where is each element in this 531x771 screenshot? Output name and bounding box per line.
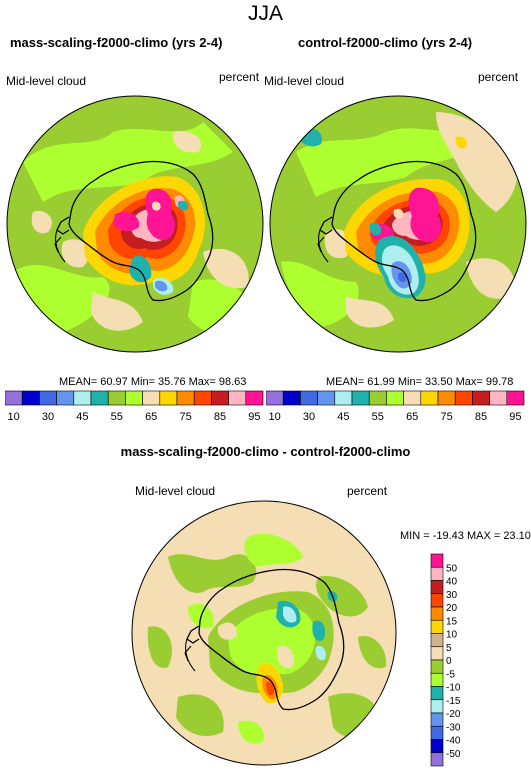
colorbar-tick-label: 45: [337, 411, 349, 423]
colorbar-swatch: [430, 686, 444, 701]
diff-stats: MIN = -19.43 MAX = 23.10: [400, 530, 531, 542]
colorbar-tick-label: 65: [406, 411, 418, 423]
colorbar-tick-label: 95: [509, 411, 521, 423]
colorbar-swatch: [245, 390, 264, 406]
colorbar-swatch: [107, 390, 126, 406]
colorbar-swatch: [430, 553, 444, 568]
colorbar-tick-label: 30: [42, 411, 54, 423]
colorbar-swatch: [39, 390, 57, 406]
colorbar-swatch: [430, 712, 444, 727]
colorbar-swatch: [430, 725, 444, 740]
colorbar-swatch: [351, 390, 370, 406]
diff-polar-map: [131, 500, 397, 766]
left-colorbar: 10 30 45 55 65 75 85 95: [5, 390, 264, 423]
colorbar-swatch: [266, 390, 284, 406]
left-polar-map: [6, 95, 264, 353]
colorbar-swatch: [300, 390, 318, 406]
colorbar-tick-label: -10: [446, 683, 461, 694]
colorbar-swatch: [193, 390, 212, 406]
colorbar-swatch: [430, 739, 444, 754]
colorbar-tick-label: 40: [446, 577, 458, 588]
colorbar-swatch: [506, 390, 525, 406]
colorbar-swatch: [403, 390, 422, 406]
colorbar-swatch: [176, 390, 195, 406]
colorbar-tick-label: 55: [372, 411, 384, 423]
colorbar-tick-label: 50: [446, 563, 458, 574]
colorbar-swatch: [430, 672, 444, 687]
left-stats: MEAN= 60.97 Min= 35.76 Max= 98.63: [59, 376, 247, 388]
colorbar-swatch: [430, 606, 444, 621]
colorbar-swatch: [368, 390, 387, 406]
colorbar-tick-label: 45: [76, 411, 88, 423]
colorbar-swatch: [211, 390, 229, 406]
colorbar-swatch: [420, 390, 439, 406]
colorbar-tick-label: 85: [475, 411, 487, 423]
colorbar-tick-label: 95: [248, 411, 260, 423]
colorbar-swatch: [125, 390, 143, 406]
colorbar-swatch: [430, 699, 444, 714]
colorbar-swatch: [282, 390, 301, 406]
colorbar-tick-label: -30: [446, 722, 461, 733]
colorbar-swatch: [317, 390, 336, 406]
colorbar-swatch: [334, 390, 353, 406]
colorbar-swatch: [430, 633, 444, 648]
colorbar-tick-label: -15: [446, 696, 461, 707]
left-units-label: percent: [219, 70, 260, 84]
colorbar-swatch: [430, 619, 444, 634]
colorbar-tick-label: 85: [214, 411, 226, 423]
colorbar-tick-label: -5: [446, 669, 455, 680]
colorbar-tick-label: 55: [111, 411, 123, 423]
colorbar-tick-label: -20: [446, 709, 461, 720]
right-variable-label: Mid-level cloud: [264, 74, 345, 88]
colorbar-swatch: [437, 390, 456, 406]
colorbar-swatch: [430, 752, 444, 767]
colorbar-tick-label: 15: [446, 616, 458, 627]
colorbar-swatch: [73, 390, 92, 406]
colorbar-tick-label: 20: [446, 603, 458, 614]
colorbar-swatch: [56, 390, 75, 406]
colorbar-tick-label: 0: [446, 656, 452, 667]
colorbar-tick-label: 10: [268, 411, 280, 423]
left-variable-label: Mid-level cloud: [6, 74, 87, 88]
colorbar-tick-label: 10: [7, 411, 19, 423]
colorbar-swatch: [430, 659, 444, 674]
colorbar-tick-label: 30: [303, 411, 315, 423]
colorbar-swatch: [159, 390, 178, 406]
colorbar-swatch: [489, 390, 508, 406]
left-panel-title: mass-scaling-f2000-climo (yrs 2-4): [10, 35, 223, 50]
right-panel-title: control-f2000-climo (yrs 2-4): [298, 35, 473, 50]
colorbar-swatch: [21, 390, 40, 406]
colorbar-swatch: [430, 646, 444, 661]
colorbar-swatch: [90, 390, 109, 406]
right-polar-map: [269, 95, 527, 353]
colorbar-swatch: [142, 390, 161, 406]
colorbar-swatch: [5, 390, 23, 406]
colorbar-swatch: [386, 390, 404, 406]
colorbar-swatch: [472, 390, 490, 406]
colorbar-tick-label: 10: [446, 630, 458, 641]
right-colorbar: 10 30 45 55 65 75 85 95: [266, 390, 525, 423]
colorbar-tick-label: -50: [446, 749, 461, 760]
colorbar-tick-label: 75: [179, 411, 191, 423]
colorbar-tick-label: -40: [446, 736, 461, 747]
colorbar-tick-label: 5: [446, 643, 452, 654]
colorbar-swatch: [430, 580, 444, 595]
colorbar-swatch: [430, 566, 444, 581]
colorbar-tick-label: 75: [440, 411, 452, 423]
diff-units-label: percent: [347, 484, 388, 498]
diff-panel-title: mass-scaling-f2000-climo - control-f2000…: [120, 444, 411, 459]
colorbar-tick-label: 65: [145, 411, 157, 423]
colorbar-tick-label: 30: [446, 590, 458, 601]
right-stats: MEAN= 61.99 Min= 33.50 Max= 99.78: [326, 376, 514, 388]
colorbar-swatch: [430, 593, 444, 608]
diff-variable-label: Mid-level cloud: [135, 484, 216, 498]
colorbar-swatch: [228, 390, 247, 406]
figure-title: JJA: [247, 2, 283, 25]
colorbar-swatch: [454, 390, 473, 406]
right-units-label: percent: [478, 70, 519, 84]
